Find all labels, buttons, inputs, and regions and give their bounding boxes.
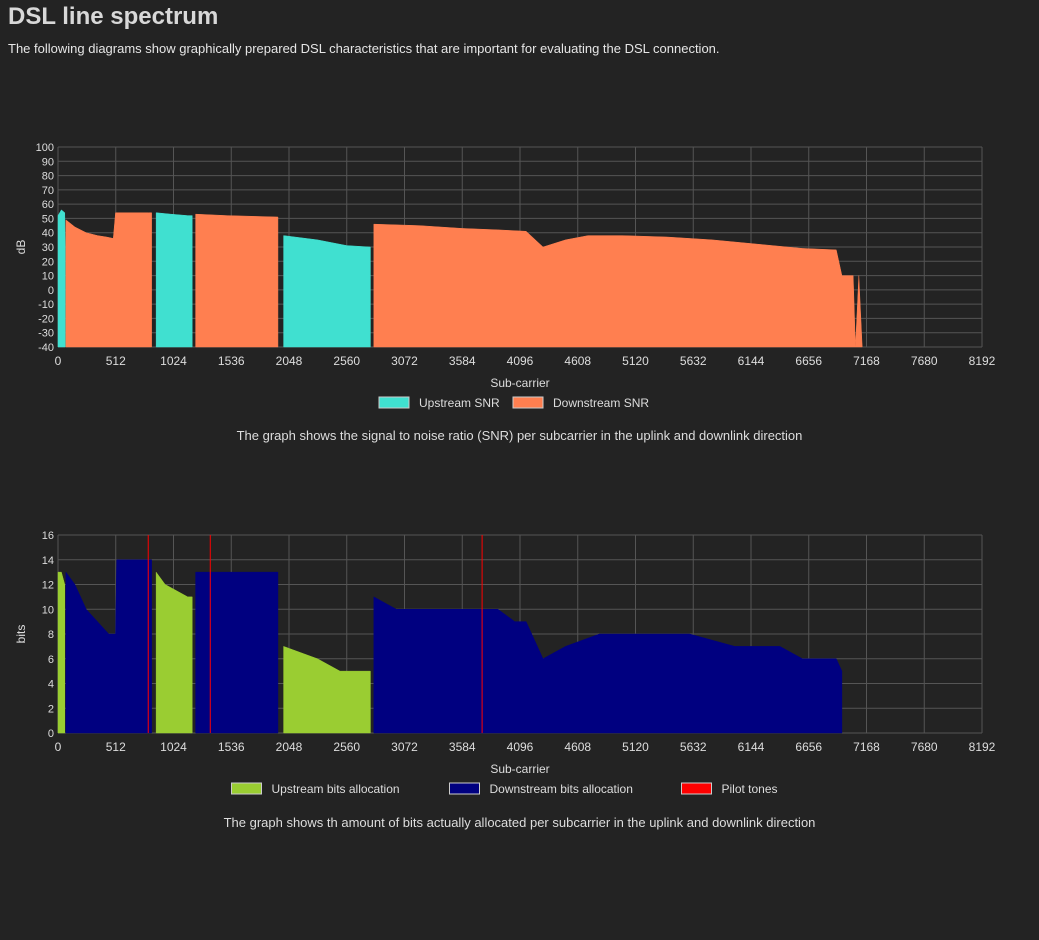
snr-ytick-label: 40 [42, 228, 54, 240]
snr-legend-label: Downstream SNR [553, 396, 649, 410]
bits-xtick-label: 6656 [795, 740, 822, 754]
bits-xtick-label: 3584 [449, 740, 476, 754]
bits-downstream-bits-allocation-area [65, 559, 152, 734]
bits-upstream-bits-allocation-area [155, 571, 193, 734]
bits-xtick-label: 512 [106, 740, 126, 754]
snr-upstream-snr-area [57, 209, 66, 348]
bits-xtick-label: 5120 [622, 740, 649, 754]
snr-ytick-label: 0 [48, 285, 54, 297]
bits-xtick-label: 3072 [391, 740, 418, 754]
snr-legend-swatch [378, 396, 410, 409]
bits-upstream-bits-allocation-area [57, 571, 66, 734]
snr-legend-label: Upstream SNR [419, 396, 500, 410]
bits-xtick-label: 6144 [738, 740, 765, 754]
bits-legend-item: Upstream bits allocation [231, 782, 400, 796]
bits-downstream-bits-allocation-area [373, 596, 843, 734]
bits-x-axis-title: Sub-carrier [490, 762, 549, 776]
bits-ytick-label: 2 [48, 703, 54, 715]
bits-downstream-bits-allocation-area [195, 571, 279, 734]
bits-legend-item: Downstream bits allocation [449, 782, 633, 796]
bits-ytick-label: 8 [48, 629, 54, 641]
bits-y-axis-title: bits [14, 625, 28, 644]
snr-ytick-label: 20 [42, 256, 54, 268]
bits-legend-swatch [231, 782, 262, 795]
snr-xtick-label: 6656 [795, 354, 822, 368]
bits-xtick-label: 5632 [680, 740, 707, 754]
bits-legend-item: Pilot tones [681, 782, 778, 796]
bits-legend-swatch [449, 782, 480, 795]
snr-upstream-snr-area [155, 212, 193, 348]
bits-xtick-label: 0 [55, 740, 62, 754]
snr-ytick-label: -40 [38, 342, 54, 354]
snr-xtick-label: 3072 [391, 354, 418, 368]
snr-downstream-snr-area [373, 223, 863, 348]
snr-downstream-snr-area [195, 213, 279, 348]
snr-xtick-label: 512 [106, 354, 126, 368]
bits-legend-label: Pilot tones [722, 782, 778, 796]
snr-ytick-label: -20 [38, 313, 54, 325]
snr-xtick-label: 7680 [911, 354, 938, 368]
snr-y-axis-title: dB [14, 240, 28, 255]
snr-ytick-label: 10 [42, 271, 54, 283]
snr-xtick-label: 1024 [160, 354, 187, 368]
bits-xtick-label: 7168 [853, 740, 880, 754]
snr-ytick-label: -30 [38, 328, 54, 340]
snr-legend-item: Downstream SNR [512, 396, 649, 410]
bits-xtick-label: 8192 [969, 740, 996, 754]
bits-chart: 16 14 12 10 8 6 4 2 00 512 1024 1536 2048 2560 3072 358… [14, 530, 996, 796]
bits-ytick-label: 0 [48, 728, 54, 740]
snr-xtick-label: 0 [55, 354, 62, 368]
bits-xtick-label: 2048 [276, 740, 303, 754]
snr-xtick-label: 7168 [853, 354, 880, 368]
bits-chart-caption: The graph shows th amount of bits actual… [223, 815, 816, 830]
bits-ytick-label: 12 [42, 580, 54, 592]
snr-xtick-label: 4608 [564, 354, 591, 368]
snr-ytick-label: 100 [36, 142, 54, 154]
snr-ytick-label: 50 [42, 213, 54, 225]
bits-xtick-label: 7680 [911, 740, 938, 754]
snr-ytick-label: -10 [38, 299, 54, 311]
bits-ytick-label: 10 [42, 604, 54, 616]
bits-xtick-label: 2560 [333, 740, 360, 754]
snr-chart-caption: The graph shows the signal to noise rati… [236, 428, 803, 443]
snr-xtick-label: 5120 [622, 354, 649, 368]
bits-ytick-label: 16 [42, 530, 54, 542]
page-title: DSL line spectrum [8, 3, 219, 30]
snr-ytick-label: 70 [42, 185, 54, 197]
bits-xtick-label: 4608 [564, 740, 591, 754]
bits-ytick-label: 6 [48, 654, 54, 666]
bits-ytick-label: 14 [42, 555, 54, 567]
bits-upstream-bits-allocation-area [283, 646, 371, 734]
snr-xtick-label: 3584 [449, 354, 476, 368]
bits-xtick-label: 1024 [160, 740, 187, 754]
snr-xtick-label: 4096 [507, 354, 534, 368]
snr-xtick-label: 6144 [738, 354, 765, 368]
snr-downstream-snr-area [65, 212, 152, 348]
snr-ytick-label: 30 [42, 242, 54, 254]
snr-upstream-snr-area [283, 235, 371, 348]
snr-xtick-label: 1536 [218, 354, 245, 368]
snr-xtick-label: 2048 [276, 354, 303, 368]
snr-xtick-label: 8192 [969, 354, 996, 368]
bits-ytick-label: 4 [48, 679, 54, 691]
snr-xtick-label: 2560 [333, 354, 360, 368]
bits-xtick-label: 4096 [507, 740, 534, 754]
bits-xtick-label: 1536 [218, 740, 245, 754]
snr-ytick-label: 80 [42, 171, 54, 183]
snr-xtick-label: 5632 [680, 354, 707, 368]
snr-x-axis-title: Sub-carrier [490, 376, 549, 390]
bits-legend-label: Downstream bits allocation [490, 782, 633, 796]
bits-legend-label: Upstream bits allocation [272, 782, 400, 796]
snr-ytick-label: 60 [42, 199, 54, 211]
snr-ytick-label: 90 [42, 156, 54, 168]
snr-legend-swatch [512, 396, 544, 409]
page-subtitle: The following diagrams show graphically … [8, 41, 720, 56]
snr-legend-item: Upstream SNR [378, 396, 500, 410]
bits-legend-swatch [681, 782, 712, 795]
